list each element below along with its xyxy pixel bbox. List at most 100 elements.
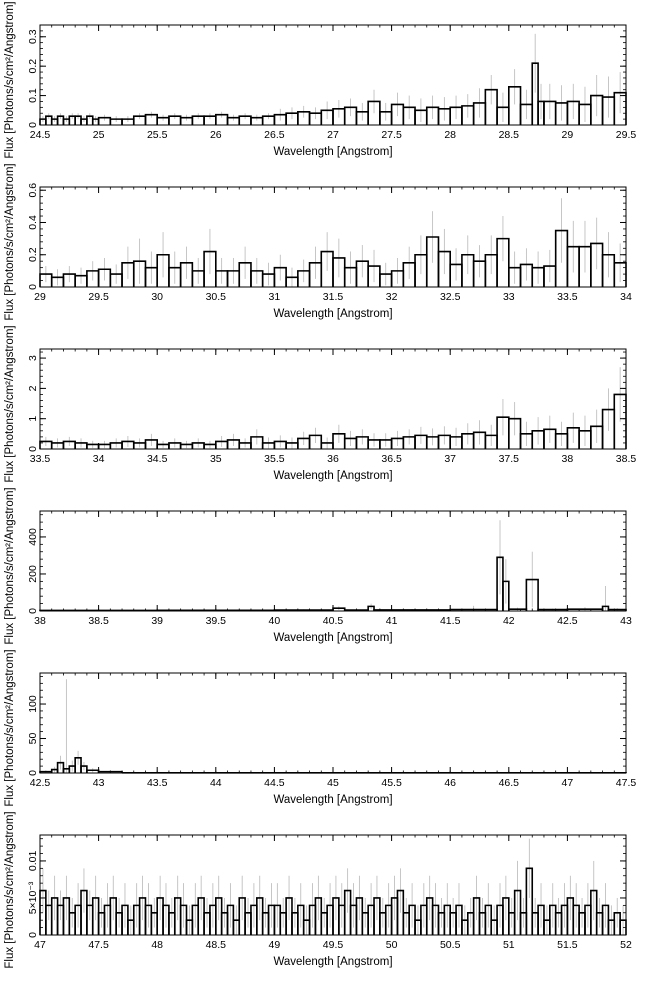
x-axis-label: Wavelength [Angstrom] bbox=[273, 146, 392, 158]
y-tick-label: 200 bbox=[27, 565, 39, 583]
x-tick-label: 51 bbox=[503, 939, 515, 951]
x-tick-label: 47 bbox=[562, 777, 574, 789]
y-tick-label: 0 bbox=[27, 122, 39, 128]
histogram-bin bbox=[525, 578, 539, 611]
x-tick-label: 33.5 bbox=[557, 291, 578, 303]
error-bars bbox=[68, 520, 618, 611]
x-tick-label: 42 bbox=[503, 615, 515, 627]
x-tick-label: 50.5 bbox=[440, 939, 461, 951]
x-tick-label: 26 bbox=[210, 129, 222, 141]
x-tick-label: 38 bbox=[562, 453, 574, 465]
histogram-bin bbox=[502, 580, 510, 611]
y-tick-label: 50 bbox=[27, 733, 39, 745]
y-tick-label: 400 bbox=[27, 528, 39, 546]
x-tick-label: 42.5 bbox=[30, 777, 51, 789]
x-tick-label: 29 bbox=[34, 291, 46, 303]
x-axis-label: Wavelength [Angstrom] bbox=[273, 308, 392, 320]
x-tick-label: 41.5 bbox=[440, 615, 461, 627]
spectrum-panel-2: 29 29.5 30 30.5 31 31.5 32 32.5 33 33.5 34 0 0.2 0.4 0… bbox=[4, 163, 632, 320]
x-tick-label: 35.5 bbox=[264, 453, 285, 465]
x-tick-label: 34 bbox=[93, 453, 105, 465]
x-tick-label: 46.5 bbox=[499, 777, 520, 789]
x-tick-label: 39 bbox=[151, 615, 163, 627]
y-tick-label: 0.4 bbox=[27, 215, 39, 230]
x-axis-label: Wavelength [Angstrom] bbox=[273, 632, 392, 644]
x-tick-label: 28 bbox=[444, 129, 456, 141]
x-tick-label: 51.5 bbox=[557, 939, 578, 951]
histogram bbox=[39, 62, 627, 125]
spectrum-panel-6: 47 47.5 48 48.5 49 49.5 50 50.5 51 51.5 52 0 5×10⁻³ 0… bbox=[4, 811, 632, 968]
histogram-bin bbox=[203, 250, 217, 287]
x-tick-label: 44 bbox=[210, 777, 222, 789]
x-tick-label: 37 bbox=[444, 453, 456, 465]
x-tick-label: 38.5 bbox=[616, 453, 637, 465]
x-tick-label: 33 bbox=[503, 291, 515, 303]
x-tick-label: 45.5 bbox=[381, 777, 402, 789]
x-tick-label: 49 bbox=[269, 939, 281, 951]
y-axis-label: Flux [Photons/s/cm²/Angstrom] bbox=[4, 811, 16, 968]
x-tick-label: 27 bbox=[327, 129, 339, 141]
x-tick-label: 32 bbox=[386, 291, 398, 303]
spectrum-panel-4: 38 38.5 39 39.5 40 40.5 41 41.5 42 42.5 43 0 200 400 W… bbox=[4, 487, 632, 644]
y-tick-label: 0 bbox=[27, 284, 39, 290]
x-tick-label: 31.5 bbox=[323, 291, 344, 303]
histogram-bin bbox=[496, 237, 510, 287]
y-tick-label: 0 bbox=[27, 770, 39, 776]
y-tick-label: 0.3 bbox=[27, 29, 39, 44]
x-tick-label: 50 bbox=[386, 939, 398, 951]
y-axis-label: Flux [Photons/s/cm²/Angstrom] bbox=[4, 325, 16, 482]
histogram bbox=[39, 867, 627, 935]
x-tick-label: 43.5 bbox=[147, 777, 168, 789]
x-axis-label: Wavelength [Angstrom] bbox=[273, 956, 392, 968]
x-tick-label: 47 bbox=[34, 939, 46, 951]
y-tick-label: 1 bbox=[27, 416, 39, 422]
x-tick-label: 43 bbox=[93, 777, 105, 789]
histogram-bin bbox=[56, 761, 65, 773]
y-tick-label: 0 bbox=[27, 446, 39, 452]
y-tick-label: 0.6 bbox=[27, 183, 39, 198]
histogram bbox=[39, 556, 627, 612]
x-tick-label: 39.5 bbox=[206, 615, 227, 627]
x-tick-label: 28.5 bbox=[499, 129, 520, 141]
x-tick-label: 34.5 bbox=[147, 453, 168, 465]
x-tick-label: 47.5 bbox=[88, 939, 109, 951]
x-tick-label: 36 bbox=[327, 453, 339, 465]
plot-frame bbox=[39, 672, 627, 774]
x-tick-label: 27.5 bbox=[381, 129, 402, 141]
error-bars bbox=[45, 679, 111, 773]
x-tick-label: 49.5 bbox=[323, 939, 344, 951]
x-tick-label: 29.5 bbox=[616, 129, 637, 141]
x-tick-label: 48.5 bbox=[206, 939, 227, 951]
x-tick-label: 47.5 bbox=[616, 777, 637, 789]
x-tick-label: 38 bbox=[34, 615, 46, 627]
x-tick-label: 26.5 bbox=[264, 129, 285, 141]
x-tick-label: 43 bbox=[620, 615, 632, 627]
y-tick-label: 0 bbox=[27, 932, 39, 938]
x-tick-label: 29 bbox=[562, 129, 574, 141]
histogram bbox=[39, 229, 627, 287]
x-tick-label: 52 bbox=[620, 939, 632, 951]
x-tick-label: 41 bbox=[386, 615, 398, 627]
x-tick-label: 42.5 bbox=[557, 615, 578, 627]
x-tick-label: 40.5 bbox=[323, 615, 344, 627]
spectrum-panel-1: 24.5 25 25.5 26 26.5 27 27.5 28 28.5 29 29.5 0 0.1 0.… bbox=[4, 1, 636, 158]
x-tick-label: 31 bbox=[269, 291, 281, 303]
x-tick-label: 25 bbox=[93, 129, 105, 141]
y-axis-label: Flux [Photons/s/cm²/Angstrom] bbox=[4, 649, 16, 806]
y-tick-label: 0 bbox=[27, 608, 39, 614]
y-axis-label: Flux [Photons/s/cm²/Angstrom] bbox=[4, 487, 16, 644]
x-tick-label: 37.5 bbox=[499, 453, 520, 465]
x-tick-label: 44.5 bbox=[264, 777, 285, 789]
y-tick-label: 0.1 bbox=[27, 88, 39, 103]
x-tick-label: 34 bbox=[620, 291, 632, 303]
x-tick-label: 33.5 bbox=[30, 453, 51, 465]
y-tick-label: 2 bbox=[27, 385, 39, 391]
y-tick-label: 0.2 bbox=[27, 247, 39, 262]
x-tick-label: 46 bbox=[444, 777, 456, 789]
x-tick-label: 35 bbox=[210, 453, 222, 465]
y-tick-label: 5×10⁻³ bbox=[27, 881, 39, 914]
x-tick-label: 45 bbox=[327, 777, 339, 789]
x-tick-label: 25.5 bbox=[147, 129, 168, 141]
x-tick-label: 24.5 bbox=[30, 129, 51, 141]
